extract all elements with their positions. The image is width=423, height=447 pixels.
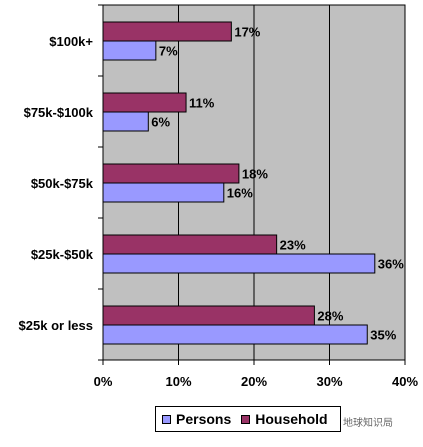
bar bbox=[102, 234, 278, 255]
x-tick-label: 10% bbox=[165, 374, 191, 389]
legend-item-persons: Persons bbox=[162, 411, 231, 427]
category-label: $75k-$100k bbox=[24, 105, 94, 120]
bar bbox=[102, 40, 157, 61]
legend-label-persons: Persons bbox=[176, 411, 232, 427]
data-label: 17% bbox=[234, 25, 260, 40]
legend: Persons Household bbox=[155, 406, 341, 432]
bar bbox=[102, 305, 315, 326]
data-label: 28% bbox=[317, 309, 343, 324]
data-label: 18% bbox=[242, 167, 268, 182]
x-tick-label: 0% bbox=[94, 374, 113, 389]
x-tick-label: 20% bbox=[241, 374, 267, 389]
bar bbox=[102, 111, 149, 132]
legend-swatch-household bbox=[241, 414, 251, 424]
x-tick-label: 40% bbox=[392, 374, 418, 389]
bar bbox=[102, 182, 225, 203]
data-label: 11% bbox=[189, 96, 215, 111]
category-label: $25k-$50k bbox=[31, 247, 94, 262]
data-label: 23% bbox=[280, 238, 306, 253]
bar bbox=[102, 21, 232, 42]
data-label: 16% bbox=[227, 186, 253, 201]
category-label: $25k or less bbox=[19, 318, 93, 333]
bar bbox=[102, 163, 240, 184]
watermark-text: 地球知识局 bbox=[343, 418, 393, 429]
category-label: $100k+ bbox=[49, 34, 93, 49]
data-label: 7% bbox=[159, 44, 178, 59]
data-label: 35% bbox=[370, 328, 396, 343]
bar bbox=[102, 92, 187, 113]
bar bbox=[102, 324, 368, 345]
category-label: $50k-$75k bbox=[31, 176, 94, 191]
legend-label-household: Household bbox=[255, 411, 328, 427]
legend-swatch-persons bbox=[162, 414, 171, 424]
data-label: 36% bbox=[378, 257, 404, 272]
bar bbox=[102, 253, 376, 274]
legend-item-household: Household bbox=[241, 411, 328, 427]
data-label: 6% bbox=[151, 115, 170, 130]
x-tick-label: 30% bbox=[316, 374, 342, 389]
